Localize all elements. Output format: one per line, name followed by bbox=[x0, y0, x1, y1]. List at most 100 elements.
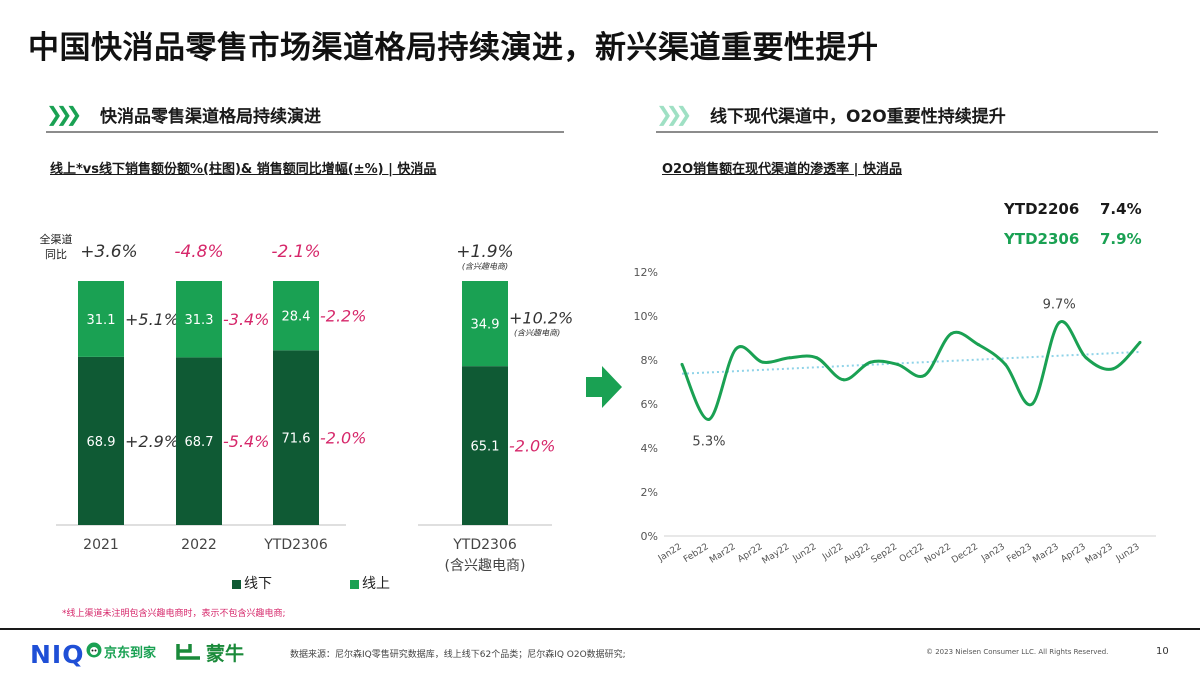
data-point bbox=[761, 360, 765, 364]
page-title: 中国快消品零售市场渠道格局持续演进，新兴渠道重要性提升 bbox=[28, 30, 879, 66]
x-tick-label: 2022 bbox=[181, 537, 217, 553]
x-tick-label: YTD2306 bbox=[263, 537, 328, 553]
chevron-right-icon: ❯❯❯ bbox=[46, 102, 82, 126]
x-tick-label: May23 bbox=[1084, 542, 1115, 566]
x-tick-label: Apr22 bbox=[736, 542, 764, 565]
x-tick-label: Sep22 bbox=[870, 542, 899, 566]
data-source: 数据来源：尼尔森IQ零售研究数据库，线上线下62个品类；尼尔森IQ O2O数据研… bbox=[290, 650, 626, 660]
bar-value-label: 34.9 bbox=[471, 318, 500, 333]
bar-offline bbox=[176, 357, 222, 525]
x-tick-label: Feb23 bbox=[1005, 542, 1034, 565]
right-chart-subtitle: O2O销售额在现代渠道的渗透率 | 快消品 bbox=[662, 162, 902, 177]
x-tick-label: Jan22 bbox=[656, 542, 684, 564]
data-point bbox=[842, 378, 846, 382]
right-section-rule bbox=[656, 131, 1158, 133]
online-growth-label: +10.2% bbox=[509, 309, 573, 328]
legend-label: 线上 bbox=[362, 576, 390, 592]
series-line-o2o bbox=[680, 320, 1142, 421]
x-tick-label: Jun23 bbox=[1114, 542, 1142, 565]
total-growth-value: +1.9% bbox=[456, 242, 513, 262]
bar-value-label: 68.9 bbox=[87, 435, 116, 450]
bar-online bbox=[176, 281, 222, 358]
data-point bbox=[1003, 362, 1007, 366]
bar-value-label: 28.4 bbox=[282, 310, 311, 325]
bar-value-label: 31.3 bbox=[185, 313, 214, 328]
legend-swatch-offline bbox=[232, 579, 241, 589]
total-growth-value: +3.6% bbox=[80, 242, 137, 262]
x-tick-label: Jan23 bbox=[979, 542, 1007, 564]
x-tick-label: Jul22 bbox=[820, 542, 845, 563]
total-growth-note: (含兴趣电商) bbox=[462, 262, 508, 271]
right-section-heading: 线下现代渠道中，O2O重要性持续提升 bbox=[710, 107, 1006, 127]
page-number: 10 bbox=[1156, 646, 1169, 657]
ytd-row-label: YTD2206 bbox=[1004, 200, 1080, 218]
copyright: © 2023 Nielsen Consumer LLC. All Rights … bbox=[926, 648, 1109, 656]
online-growth-note: (含兴趣电商) bbox=[514, 329, 560, 338]
chevron-right-icon: ❯❯❯ bbox=[656, 102, 692, 126]
x-tick-label: Mar22 bbox=[708, 542, 737, 566]
niq-logo: NIQ bbox=[30, 640, 85, 669]
o2o-line-chart: 0%2%4%6%8%10%12%5.3%9.7%Jan22Feb22Mar22A… bbox=[634, 266, 1156, 566]
online-growth-label: -3.4% bbox=[223, 310, 269, 329]
left-section-heading: 快消品零售渠道格局持续演进 bbox=[100, 107, 321, 127]
offline-growth-label: +2.9% bbox=[125, 432, 179, 451]
legend-swatch-online bbox=[350, 579, 359, 589]
bar-value-label: 71.6 bbox=[282, 432, 311, 447]
bar-value-label: 65.1 bbox=[471, 440, 500, 455]
left-section-rule bbox=[46, 131, 564, 133]
data-point bbox=[680, 362, 684, 366]
y-tick-label: 4% bbox=[641, 442, 658, 455]
y-tick-label: 6% bbox=[641, 398, 658, 411]
mengniu-logo-icon bbox=[176, 644, 200, 660]
legend-offline: 线下 bbox=[232, 573, 272, 593]
data-annotation: 5.3% bbox=[692, 434, 725, 449]
bar-offline bbox=[462, 366, 508, 525]
x-tick-label: Dec22 bbox=[950, 542, 980, 566]
y-tick-label: 10% bbox=[634, 310, 658, 323]
online-growth-label: +5.1% bbox=[125, 310, 179, 329]
y-tick-label: 8% bbox=[641, 354, 658, 367]
data-point bbox=[869, 360, 873, 364]
data-point bbox=[922, 373, 926, 377]
data-point bbox=[1030, 402, 1034, 406]
data-annotation: 9.7% bbox=[1043, 298, 1076, 313]
bar-offline bbox=[273, 350, 319, 525]
x-tick-label: Jun22 bbox=[791, 542, 819, 565]
offline-growth-label: -2.0% bbox=[320, 429, 366, 448]
x-tick-label: Mar23 bbox=[1031, 542, 1060, 566]
mengniu-logo: 蒙牛 bbox=[206, 643, 245, 665]
y-tick-label: 12% bbox=[634, 266, 658, 279]
offline-growth-label: -5.4% bbox=[223, 432, 269, 451]
data-point bbox=[976, 343, 980, 347]
bar-value-label: 31.1 bbox=[87, 313, 116, 328]
offline-growth-label: -2.0% bbox=[509, 437, 555, 456]
trend-line bbox=[681, 350, 1141, 375]
total-growth-value: -2.1% bbox=[271, 242, 320, 262]
data-point bbox=[734, 347, 738, 351]
jd-daojia-logo: 京东到家 bbox=[104, 646, 157, 661]
bar-online bbox=[273, 281, 319, 351]
x-tick-label: Oct22 bbox=[898, 542, 926, 565]
ytd-row-value: 7.9% bbox=[1100, 230, 1142, 248]
y-tick-label: 0% bbox=[641, 530, 658, 543]
footnote: *线上渠道未注明包含兴趣电商时，表示不包含兴趣电商; bbox=[62, 609, 286, 619]
total-growth-label: 全渠道 bbox=[40, 232, 73, 246]
x-tick-label: YTD2306 bbox=[452, 537, 517, 553]
legend-online: 线上 bbox=[350, 573, 390, 593]
data-point bbox=[896, 362, 900, 366]
data-point bbox=[707, 417, 711, 421]
data-point bbox=[949, 332, 953, 336]
y-tick-label: 2% bbox=[641, 486, 658, 499]
x-tick-label: Aug22 bbox=[842, 542, 872, 566]
data-point bbox=[1057, 321, 1061, 325]
ytd-row-value: 7.4% bbox=[1100, 200, 1142, 218]
jd-daojia-logo-icon bbox=[86, 642, 102, 658]
bar-online bbox=[462, 281, 508, 367]
x-tick-label: Feb22 bbox=[682, 542, 711, 565]
bar-value-label: 68.7 bbox=[185, 435, 214, 450]
total-growth-label: 同比 bbox=[45, 248, 67, 261]
data-point bbox=[815, 356, 819, 360]
total-growth-value: -4.8% bbox=[174, 242, 223, 262]
left-chart-subtitle: 线上*vs线下销售额份额%(柱图)& 销售额同比增幅(±%) | 快消品 bbox=[50, 162, 437, 177]
